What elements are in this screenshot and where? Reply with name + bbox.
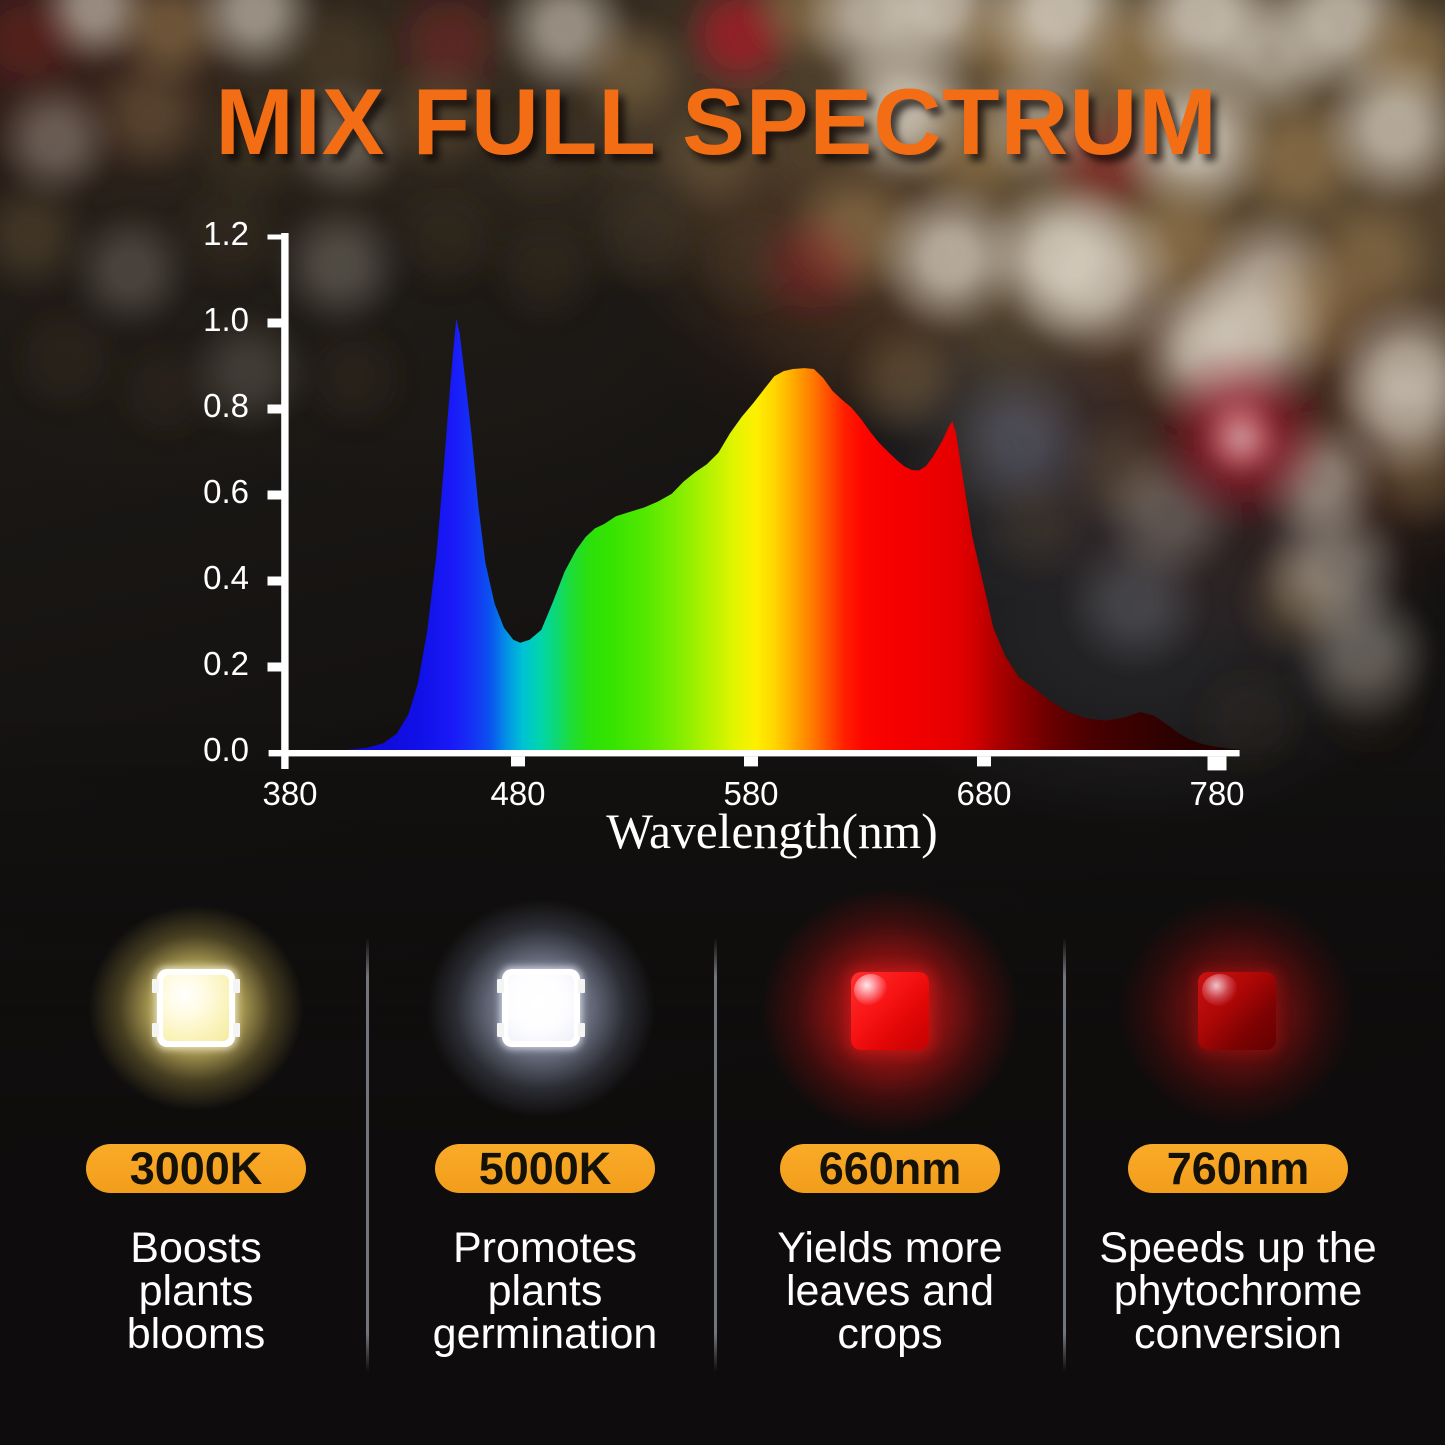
svg-text:0.8: 0.8 (203, 387, 249, 424)
svg-text:580: 580 (723, 775, 778, 812)
svg-text:0.6: 0.6 (203, 473, 249, 510)
svg-text:Wavelength(nm): Wavelength(nm) (606, 804, 937, 859)
svg-text:1.0: 1.0 (203, 301, 249, 338)
svg-text:780: 780 (1189, 775, 1244, 812)
svg-text:680: 680 (956, 775, 1011, 812)
svg-text:0.0: 0.0 (203, 731, 249, 768)
svg-text:0.2: 0.2 (203, 645, 249, 682)
svg-text:480: 480 (490, 775, 545, 812)
svg-text:1.2: 1.2 (203, 215, 249, 252)
svg-text:0.4: 0.4 (203, 559, 249, 596)
svg-text:380: 380 (262, 775, 317, 812)
